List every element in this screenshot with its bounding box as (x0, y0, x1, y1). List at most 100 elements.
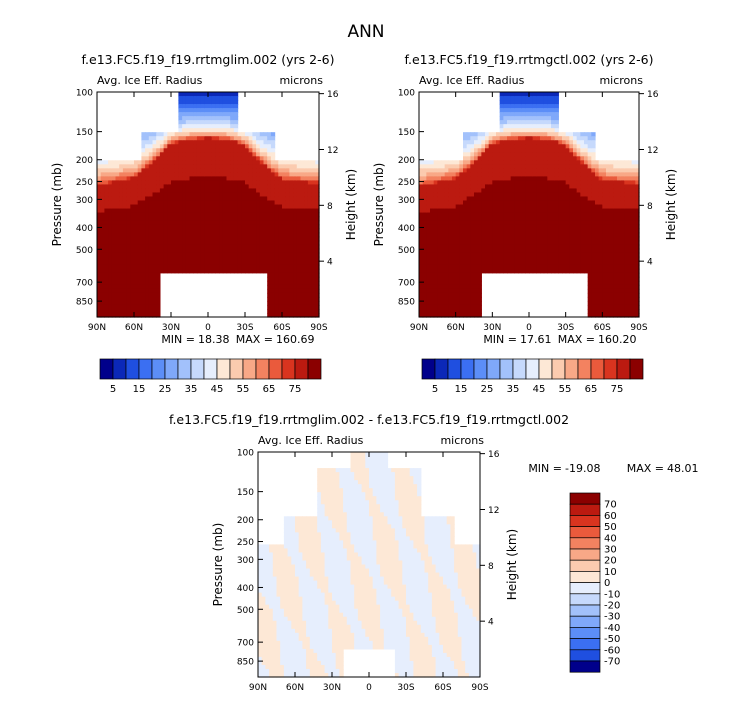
field-cell (238, 188, 242, 193)
field-cell (112, 188, 116, 193)
field-cell (529, 116, 533, 121)
field-cell (256, 168, 260, 173)
field-cell (219, 124, 223, 129)
field-cell (249, 176, 253, 181)
field-cell (267, 297, 271, 302)
field-cell (297, 285, 301, 290)
field-cell (312, 233, 316, 238)
field-cell (134, 221, 138, 226)
field-cell (153, 281, 157, 286)
field-cell (167, 188, 171, 193)
field-cell (164, 180, 168, 185)
field-cell (175, 253, 179, 258)
field-cell (419, 241, 423, 246)
field-cell (101, 217, 105, 222)
field-cell (430, 277, 434, 282)
field-cell (204, 136, 208, 141)
field-cell (452, 176, 456, 181)
field-cell (555, 192, 559, 197)
field-cell (193, 269, 197, 274)
field-cell (580, 168, 584, 173)
field-cell (423, 305, 427, 310)
field-cell (108, 184, 112, 189)
field-cell (544, 205, 548, 210)
field-cell (171, 144, 175, 149)
field-cell (208, 184, 212, 189)
field-cell (522, 104, 526, 109)
field-cell (459, 188, 463, 193)
field-cell (193, 96, 197, 101)
field-cell (175, 209, 179, 214)
field-cell (489, 160, 493, 165)
field-cell (514, 128, 518, 133)
field-cell (234, 269, 238, 274)
field-cell (610, 285, 614, 290)
field-cell (193, 196, 197, 201)
field-cell (308, 273, 312, 278)
field-cell (297, 305, 301, 310)
field-cell (434, 245, 438, 250)
field-cell (123, 196, 127, 201)
field-cell (241, 253, 245, 258)
field-cell (252, 172, 256, 177)
field-cell (419, 257, 423, 262)
field-cell (208, 200, 212, 205)
field-cell (430, 297, 434, 302)
field-cell (507, 257, 511, 262)
field-cell (544, 233, 548, 238)
field-cell (507, 233, 511, 238)
field-cell (423, 261, 427, 266)
field-cell (193, 164, 197, 169)
field-cell (167, 229, 171, 234)
field-cell (252, 144, 256, 149)
field-cell (149, 196, 153, 201)
field-cell (518, 205, 522, 210)
field-cell (238, 148, 242, 153)
field-cell (459, 265, 463, 270)
field-cell (540, 217, 544, 222)
field-cell (275, 269, 279, 274)
field-cell (149, 225, 153, 230)
field-cell (241, 241, 245, 246)
field-cell (610, 225, 614, 230)
field-cell (503, 164, 507, 169)
field-cell (602, 188, 606, 193)
field-cell (536, 233, 540, 238)
field-cell (289, 265, 293, 270)
field-cell (562, 245, 566, 250)
field-cell (452, 233, 456, 238)
field-cell (230, 221, 234, 226)
field-cell (448, 293, 452, 298)
field-cell (308, 277, 312, 282)
field-cell (632, 184, 636, 189)
field-cell (441, 289, 445, 294)
field-cell (227, 265, 231, 270)
field-cell (577, 176, 581, 181)
field-cell (178, 104, 182, 109)
field-cell (182, 120, 186, 125)
field-cell (149, 309, 153, 314)
field-cell (101, 245, 105, 250)
field-cell (208, 253, 212, 258)
field-cell (467, 253, 471, 258)
field-cell (511, 205, 515, 210)
field-cell (197, 209, 201, 214)
y-tick-label: 100 (398, 89, 415, 99)
field-cell (289, 273, 293, 278)
field-cell (562, 160, 566, 165)
field-cell (591, 229, 595, 234)
field-cell (518, 188, 522, 193)
field-cell (423, 172, 427, 177)
field-cell (445, 245, 449, 250)
field-cell (547, 217, 551, 222)
field-cell (467, 269, 471, 274)
field-cell (223, 96, 227, 101)
field-cell (591, 217, 595, 222)
field-cell (208, 221, 212, 226)
field-cell (514, 124, 518, 129)
field-cell (304, 305, 308, 310)
field-cell (558, 213, 562, 218)
field-cell (445, 281, 449, 286)
field-cell (286, 293, 290, 298)
field-cell (522, 160, 526, 165)
